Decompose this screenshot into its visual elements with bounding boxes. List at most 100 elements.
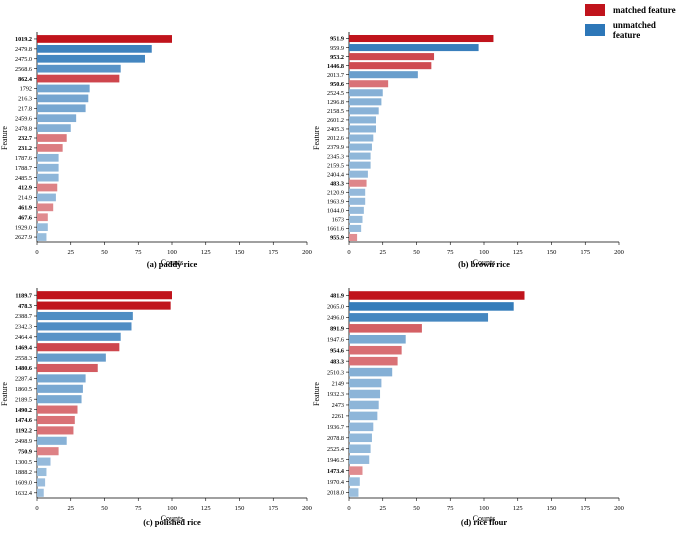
- x-tick-label: 75: [135, 505, 142, 512]
- bar: [349, 197, 366, 205]
- y-tick-label: 1296.8: [327, 99, 344, 106]
- chart-panel-2: 951.9 959.9 953.2 1446.8 2013.7 950.6 2524.5 12…: [312, 32, 624, 269]
- y-tick-label: 1788.7: [15, 165, 32, 172]
- y-tick-label: 483.3: [330, 180, 344, 187]
- y-tick-label: 2498.9: [15, 438, 32, 445]
- bar: [349, 302, 514, 311]
- bar: [349, 422, 374, 432]
- bar: [37, 322, 132, 331]
- bar: [349, 71, 418, 79]
- x-tick-label: 200: [302, 505, 312, 512]
- y-tick-label: 2261: [332, 413, 344, 420]
- bar: [349, 488, 359, 497]
- x-tick-label: 0: [347, 249, 350, 256]
- y-tick-label: 1469.4: [15, 344, 32, 351]
- y-tick-label: 2473: [332, 402, 344, 409]
- y-tick-label: 2345.3: [327, 153, 344, 160]
- y-tick-label: 232.7: [18, 135, 32, 142]
- y-tick-label: 2525.4: [327, 446, 344, 453]
- chart-title: (d) rice flour: [461, 517, 507, 527]
- x-tick-label: 150: [547, 249, 557, 256]
- bar: [37, 74, 120, 83]
- bar: [349, 477, 360, 486]
- x-tick-label: 0: [347, 505, 350, 512]
- bar: [349, 345, 402, 355]
- bar: [37, 64, 121, 73]
- legend-matched-label: matched feature: [613, 5, 676, 15]
- y-tick-label: 2485.5: [15, 175, 32, 182]
- bar: [349, 215, 363, 223]
- x-tick-label: 150: [235, 249, 245, 256]
- x-tick-label: 125: [513, 249, 523, 256]
- y-tick-label: 1019.2: [15, 36, 32, 43]
- bar: [349, 62, 432, 70]
- y-tick-label: 2627.9: [15, 234, 32, 241]
- bar: [349, 170, 368, 178]
- x-tick-label: 50: [413, 505, 420, 512]
- x-tick-label: 25: [68, 505, 75, 512]
- bar: [349, 80, 389, 88]
- y-axis-title: Feature: [312, 126, 321, 150]
- bar: [349, 152, 371, 160]
- bar: [37, 94, 89, 103]
- y-tick-label: 1300.5: [15, 459, 32, 466]
- y-tick-label: 1192.2: [15, 428, 32, 435]
- bar: [37, 134, 67, 142]
- x-tick-label: 175: [580, 505, 590, 512]
- y-tick-label: 481.9: [330, 293, 344, 300]
- y-tick-label: 2459.6: [15, 115, 32, 122]
- bar: [37, 44, 152, 53]
- x-tick-label: 150: [547, 505, 557, 512]
- y-tick-label: 1787.6: [15, 155, 32, 162]
- bar: [37, 193, 56, 202]
- bar: [349, 389, 381, 399]
- chart-title: (b) brown rice: [458, 259, 510, 269]
- y-tick-label: 953.2: [330, 54, 344, 61]
- bar: [349, 466, 363, 475]
- bar: [37, 436, 67, 445]
- y-tick-label: 950.6: [330, 81, 344, 88]
- y-tick-label: 478.3: [18, 303, 32, 310]
- y-tick-label: 214.9: [18, 195, 32, 202]
- bar: [37, 311, 133, 321]
- y-tick-label: 1673: [332, 217, 344, 224]
- x-tick-label: 50: [101, 249, 108, 256]
- y-tick-label: 1947.6: [327, 336, 344, 343]
- y-tick-label: 1936.7: [327, 424, 344, 431]
- x-tick-label: 175: [268, 505, 278, 512]
- x-tick-label: 75: [447, 249, 454, 256]
- y-tick-label: 1860.5: [15, 386, 32, 393]
- y-tick-label: 1888.2: [15, 469, 32, 476]
- bar: [37, 363, 98, 373]
- y-axis-title: Feature: [0, 126, 9, 150]
- y-tick-label: 217.8: [18, 105, 32, 112]
- y-tick-label: 1480.6: [15, 365, 32, 372]
- bar: [349, 291, 525, 300]
- bar: [37, 213, 48, 222]
- bar: [37, 395, 82, 404]
- bar: [37, 203, 54, 212]
- y-tick-label: 2189.5: [15, 396, 32, 403]
- bar: [37, 35, 172, 43]
- x-tick-label: 150: [235, 505, 245, 512]
- legend-unmatched-label: unmatched feature: [612, 20, 656, 40]
- y-tick-label: 1446.8: [327, 63, 344, 70]
- bar: [37, 374, 86, 383]
- chart-panel-3: 1189.7 478.3 2388.7 2342.3 2464.4 1469.4 2558.…: [0, 288, 312, 527]
- y-tick-label: 1632.4: [15, 490, 32, 497]
- x-tick-label: 200: [302, 249, 312, 256]
- y-tick-label: 2404.4: [327, 171, 344, 178]
- x-tick-label: 100: [479, 249, 489, 256]
- bar: [349, 400, 379, 410]
- bar: [349, 89, 383, 97]
- bar: [37, 301, 171, 310]
- x-tick-label: 175: [268, 249, 278, 256]
- bar: [37, 332, 121, 341]
- y-tick-label: 750.9: [18, 448, 32, 455]
- y-tick-label: 1932.3: [327, 391, 344, 398]
- y-tick-label: 1609.0: [15, 480, 32, 487]
- y-tick-label: 2159.5: [327, 162, 344, 169]
- bar: [349, 411, 378, 421]
- y-tick-label: 467.6: [18, 214, 32, 221]
- bar: [37, 405, 78, 414]
